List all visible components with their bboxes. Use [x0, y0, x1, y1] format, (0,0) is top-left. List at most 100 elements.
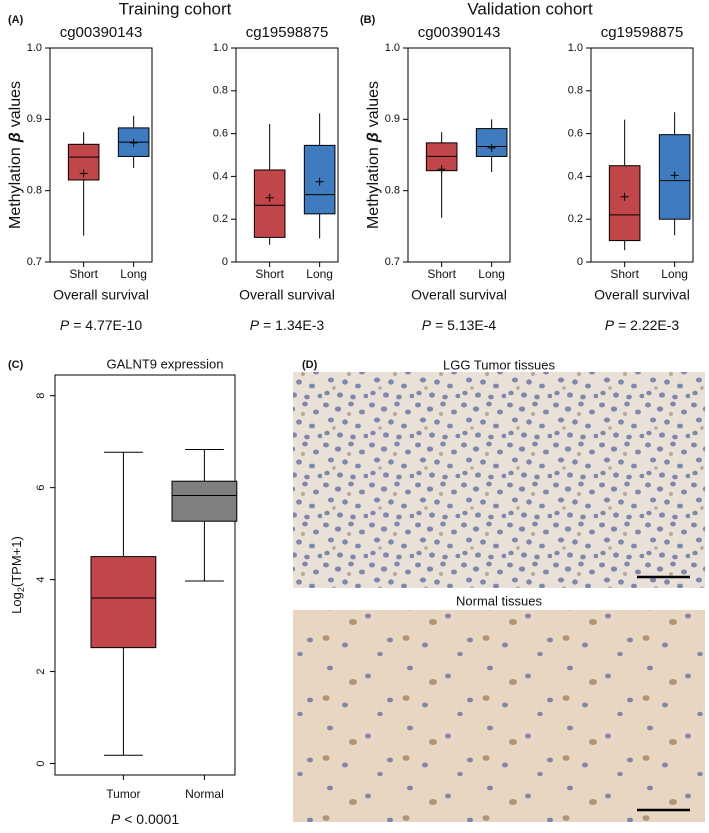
mean-marker: [315, 177, 324, 186]
p-symbol: P: [422, 317, 432, 333]
mean-marker: [265, 193, 274, 202]
y-tick-label: 0.9: [27, 113, 42, 125]
plot-frame: [407, 47, 511, 263]
mean-marker: [487, 143, 496, 152]
x-tick-label: Long: [306, 267, 333, 281]
image-title: LGG Tumor tissues: [443, 357, 555, 372]
y-tick-label: 1.0: [568, 42, 583, 54]
p-value: P = 1.34E-3: [250, 317, 325, 333]
panel-label: (C): [8, 359, 24, 371]
box: [475, 128, 508, 157]
y-tick-label: 6: [35, 485, 47, 491]
p-text: = 1.34E-3: [263, 317, 324, 333]
x-tick-label: Normal: [185, 787, 224, 801]
mean-marker: [79, 169, 88, 178]
p-symbol: P: [111, 811, 121, 827]
x-tick-label: Short: [69, 267, 98, 281]
y-tick-label: 0.4: [568, 170, 583, 182]
p-text: = 4.77E-10: [73, 317, 142, 333]
y-axis-label: Log2(TPM+1): [9, 536, 26, 614]
panel-label: (D): [302, 359, 318, 371]
y-tick-label: 0.7: [27, 256, 42, 268]
y-tick-label: 0.4: [213, 170, 228, 182]
x-tick-label: Short: [610, 267, 639, 281]
y-tick-label: 0.2: [568, 213, 583, 225]
y-tick-label: 0.7: [385, 256, 400, 268]
p-value: P = 5.13E-4: [422, 317, 497, 333]
mean-marker: [620, 192, 629, 201]
plot-frame: [54, 374, 236, 776]
x-tick-label: Long: [120, 267, 147, 281]
y-tick-label: 0.8: [213, 85, 228, 97]
chart-title: cg19598875: [246, 24, 329, 41]
box: [608, 165, 641, 242]
tumor-image: [293, 372, 705, 588]
y-axis-label: Methylation β values: [7, 81, 24, 229]
box: [171, 480, 238, 522]
x-axis-label: Overall survival: [594, 287, 690, 303]
p-symbol: P: [250, 317, 260, 333]
p-value: P = 2.22E-3: [605, 317, 680, 333]
p-text: = 5.13E-4: [435, 317, 496, 333]
mean-marker: [437, 165, 446, 174]
y-tick-label: 0: [577, 256, 583, 268]
y-tick-label: 2: [35, 668, 47, 674]
p-text: = 2.22E-3: [618, 317, 679, 333]
y-axis-label: Methylation β values: [365, 81, 382, 229]
p-value: P < 0.0001: [111, 811, 179, 827]
y-tick-label: 1.0: [213, 42, 228, 54]
p-text: < 0.0001: [124, 811, 179, 827]
y-tick-label: 0.8: [568, 85, 583, 97]
plot-frame: [235, 47, 339, 263]
y-tick-label: 0: [35, 760, 47, 766]
chart-title: cg00390143: [60, 24, 143, 41]
y-tick-label: 0.6: [568, 128, 583, 140]
y-axis-label-part: (TPM+1): [9, 536, 24, 587]
mean-marker: [129, 138, 138, 147]
cohort-title: Validation cohort: [467, 0, 593, 18]
chart-title: GALNT9 expression: [106, 356, 223, 371]
y-axis-label-part: values: [365, 81, 382, 127]
y-tick-label: 4: [35, 577, 47, 583]
p-value: P = 4.77E-10: [60, 317, 142, 333]
y-tick-label: 8: [35, 393, 47, 399]
y-axis-label-part: Log: [9, 592, 24, 614]
y-tick-label: 0.8: [27, 185, 42, 197]
mean-marker: [670, 171, 679, 180]
box: [253, 169, 286, 238]
chart-title: cg00390143: [418, 24, 501, 41]
x-tick-label: Long: [661, 267, 688, 281]
chart-title: cg19598875: [601, 24, 684, 41]
x-tick-label: Short: [427, 267, 456, 281]
p-symbol: P: [60, 317, 70, 333]
p-symbol: P: [605, 317, 615, 333]
x-tick-label: Short: [255, 267, 284, 281]
plot-frame: [49, 47, 153, 263]
y-tick-label: 0: [222, 256, 228, 268]
cohort-title: Training cohort: [119, 0, 232, 18]
plot-frame: [590, 47, 694, 263]
y-tick-label: 0.6: [213, 128, 228, 140]
y-tick-label: 1.0: [27, 42, 42, 54]
y-axis-label-part: β: [365, 132, 382, 143]
y-tick-label: 0.2: [213, 213, 228, 225]
x-axis-label: Overall survival: [53, 287, 149, 303]
box: [90, 556, 157, 649]
y-axis-label-part: β: [7, 132, 24, 143]
panel-label: (B): [360, 14, 376, 26]
y-axis-label-part: Methylation: [7, 147, 24, 229]
y-axis-label-part: Methylation: [365, 147, 382, 229]
x-axis-label: Overall survival: [411, 287, 507, 303]
x-tick-label: Long: [478, 267, 505, 281]
y-tick-label: 0.9: [385, 113, 400, 125]
normal-image: [293, 610, 705, 822]
y-tick-label: 1.0: [385, 42, 400, 54]
y-tick-label: 0.8: [385, 185, 400, 197]
y-axis-label-part: values: [7, 81, 24, 127]
x-axis-label: Overall survival: [239, 287, 335, 303]
panel-label: (A): [8, 14, 24, 26]
panel-d: (D) LGG Tumor tissues Normal tissues: [293, 357, 705, 822]
x-tick-label: Tumor: [106, 787, 140, 801]
y-axis-label-part: 2: [16, 587, 26, 592]
